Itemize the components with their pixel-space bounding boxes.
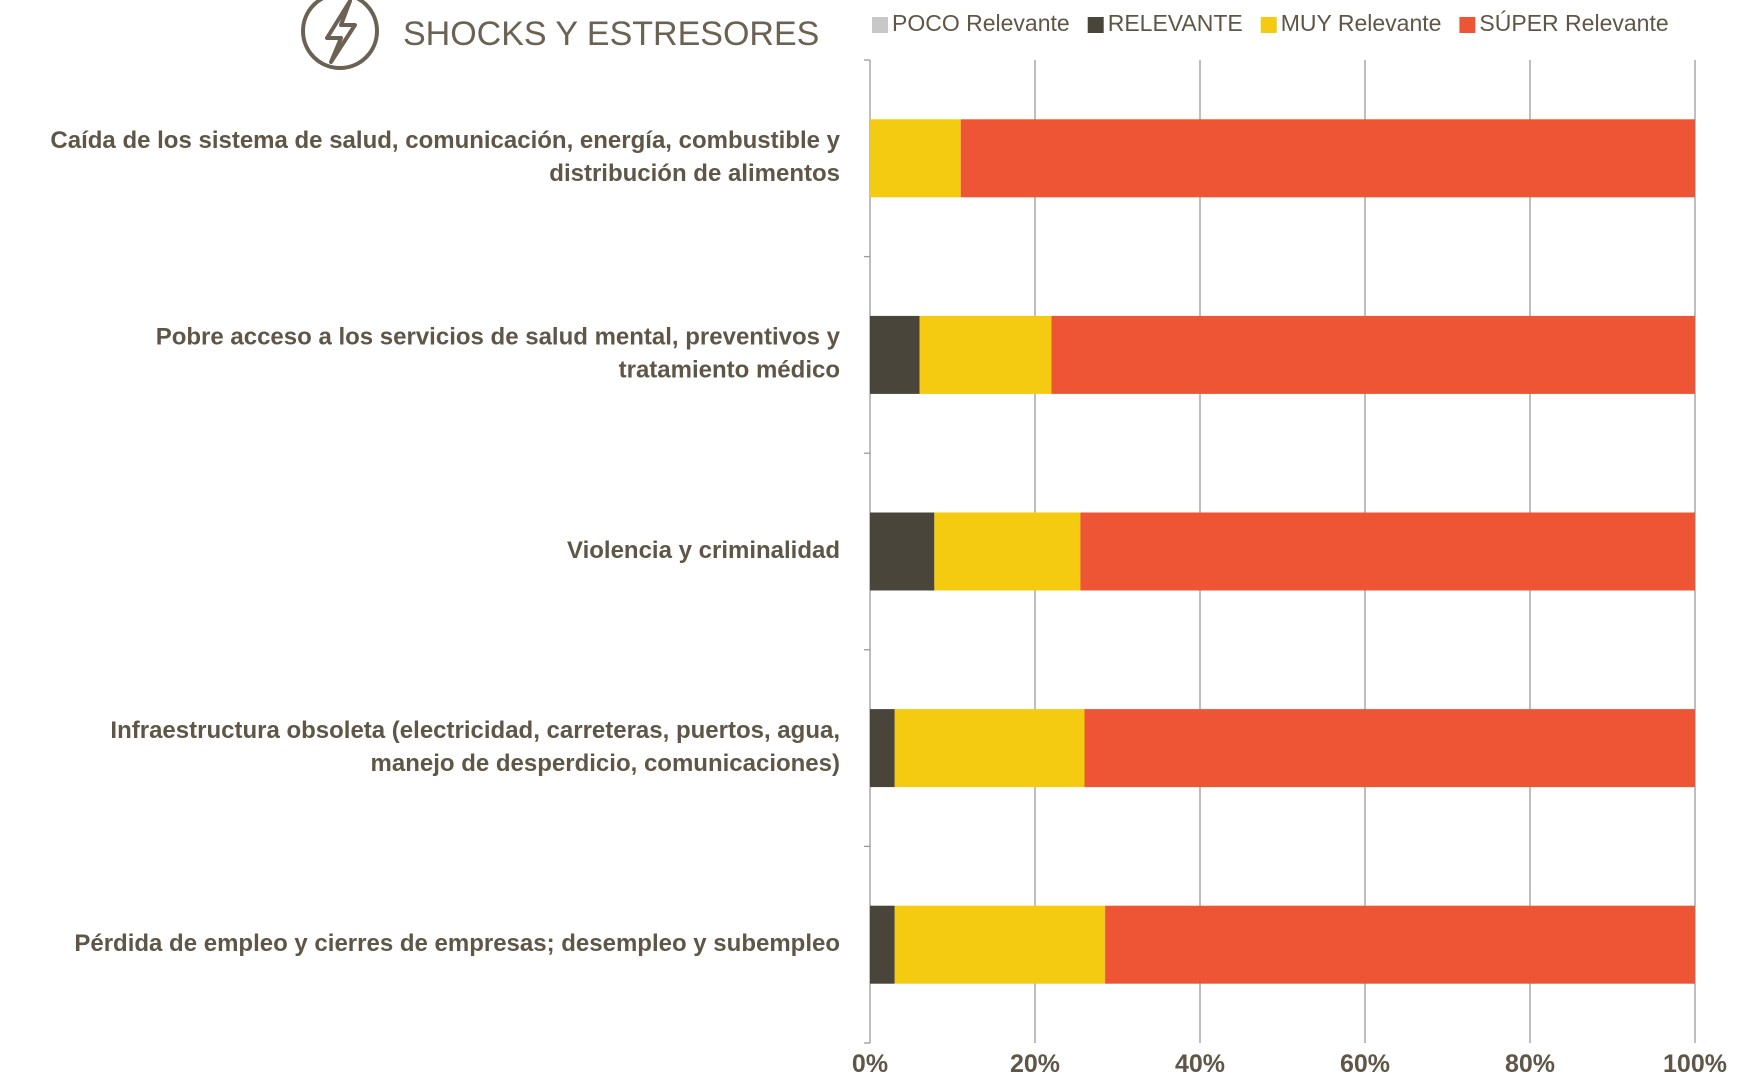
legend-label: SÚPER Relevante <box>1479 10 1668 36</box>
category-label: Violencia y criminalidad <box>567 537 840 564</box>
category-label: Infraestructura obsoleta (electricidad, … <box>110 717 840 777</box>
category-label: Caída de los sistema de salud, comunicac… <box>50 127 840 187</box>
legend-swatch <box>872 17 888 33</box>
bar-segment <box>870 709 895 788</box>
x-tick-label: 60% <box>1340 1050 1390 1078</box>
bar-segment <box>1105 905 1695 984</box>
bar-segment <box>934 512 1081 591</box>
legend-label: POCO Relevante <box>892 10 1070 36</box>
chart-title: SHOCKS Y ESTRESORES <box>403 15 819 53</box>
x-tick-label: 0% <box>852 1050 888 1078</box>
category-label: Pobre acceso a los servicios de salud me… <box>156 324 841 384</box>
bar-segment <box>894 905 1106 984</box>
title-icon <box>301 0 379 70</box>
x-axis-ticks: 0% 20% 40% 60% 80% 100% <box>852 1050 1727 1078</box>
category-label: Pérdida de empleo y cierres de empresas;… <box>74 930 840 957</box>
bar-segment <box>870 315 920 394</box>
legend: POCO Relevante RELEVANTE MUY Relevante SÚPE… <box>872 10 1669 36</box>
legend-label: RELEVANTE <box>1108 10 1243 36</box>
category-labels: Caída de los sistema de salud, comunicac… <box>50 127 840 957</box>
bar-segment <box>1084 709 1695 788</box>
legend-swatch <box>1459 17 1476 33</box>
lightning-bolt-icon <box>325 0 357 64</box>
bar-segment <box>1051 315 1695 394</box>
bar-segment <box>1080 512 1695 591</box>
bar-segment <box>870 905 895 984</box>
bar-segment <box>870 119 961 198</box>
circle-outline-icon <box>301 0 379 70</box>
x-tick-label: 20% <box>1010 1050 1060 1078</box>
x-tick-label: 100% <box>1663 1050 1727 1078</box>
bar-segment <box>894 709 1085 788</box>
bars <box>870 119 1695 984</box>
x-tick-label: 80% <box>1505 1050 1555 1078</box>
bar-segment <box>919 315 1052 394</box>
legend-swatch <box>1260 17 1277 33</box>
legend-label: MUY Relevante <box>1281 10 1442 36</box>
x-tick-label: 40% <box>1175 1050 1225 1078</box>
legend-swatch <box>1087 17 1104 33</box>
bar-segment <box>960 119 1695 198</box>
bar-segment <box>870 512 935 591</box>
